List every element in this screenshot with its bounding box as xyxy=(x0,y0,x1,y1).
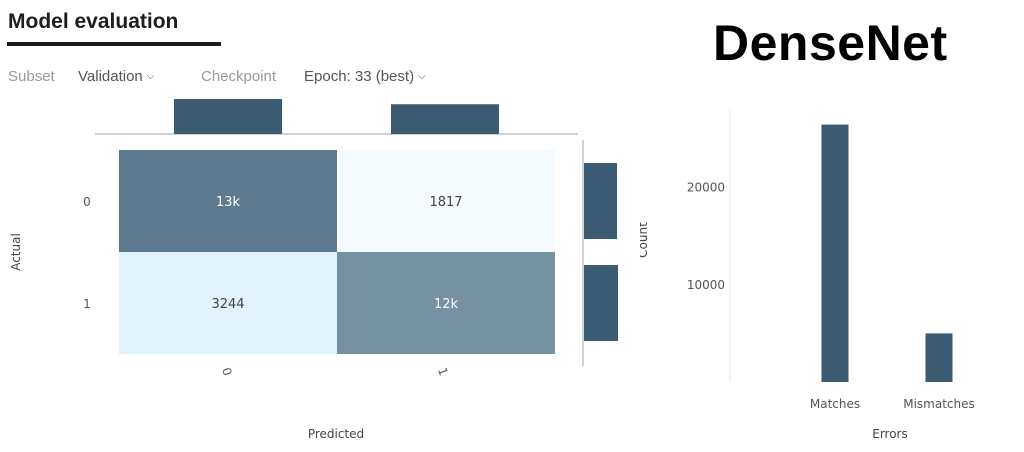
heatmap-cell-label: 13k xyxy=(216,195,241,210)
checkpoint-label: Checkpoint xyxy=(201,68,277,85)
heatmap-cell-label: 3244 xyxy=(211,297,244,312)
heatmap-y-tick-label: 0 xyxy=(83,195,91,209)
subset-label: Subset xyxy=(8,68,55,85)
chevron-down-icon: ⌵ xyxy=(418,71,426,82)
checkpoint-dropdown[interactable]: Epoch: 33 (best) ⌵ xyxy=(304,68,426,85)
right-marginal-bar xyxy=(584,163,618,239)
confusion-matrix-y-axis-label: Actual xyxy=(9,233,23,271)
heatmap-cell-label: 1817 xyxy=(429,195,462,210)
checkpoint-dropdown-value: Epoch: 33 (best) xyxy=(304,68,415,85)
chevron-down-icon: ⌵ xyxy=(146,71,155,82)
errors-bar-chart: 10000 20000 Matches Mismatches Errors Count xyxy=(640,110,975,441)
confusion-matrix-x-axis-label: Predicted xyxy=(308,427,364,441)
heatmap-cell xyxy=(337,150,555,252)
errors-chart-x-tick-label: Mismatches xyxy=(903,397,975,411)
title-underline xyxy=(7,42,221,46)
heatmap-cell xyxy=(337,252,555,354)
heatmap-y-tick-label: 1 xyxy=(83,297,91,311)
errors-chart-y-tick-label: 20000 xyxy=(687,181,725,195)
top-marginal-bar xyxy=(391,104,499,134)
heatmap-x-tick-label: 0 xyxy=(219,366,235,378)
right-marginal-bar xyxy=(584,265,618,341)
heatmap-cell xyxy=(119,252,337,354)
heatmap-cell xyxy=(119,150,337,252)
errors-bar xyxy=(925,333,953,382)
errors-bar xyxy=(821,124,849,383)
page-title: Model evaluation xyxy=(8,10,179,33)
model-name-heading: DenseNet xyxy=(713,15,948,71)
errors-chart-x-axis-label: Errors xyxy=(872,427,908,441)
errors-chart-y-axis-label: Count xyxy=(640,222,650,258)
confusion-matrix-chart: 13k 1817 3244 12k 0 1 0 1 Predicted Actual xyxy=(9,99,618,441)
subset-dropdown[interactable]: Validation ⌵ xyxy=(78,68,154,85)
errors-chart-x-tick-label: Matches xyxy=(810,397,860,411)
heatmap-x-tick-label: 1 xyxy=(435,366,451,378)
top-marginal-bar xyxy=(174,99,282,134)
errors-chart-y-tick-label: 10000 xyxy=(687,278,725,292)
subset-dropdown-value: Validation xyxy=(78,68,143,85)
heatmap-cell-label: 12k xyxy=(434,297,459,312)
